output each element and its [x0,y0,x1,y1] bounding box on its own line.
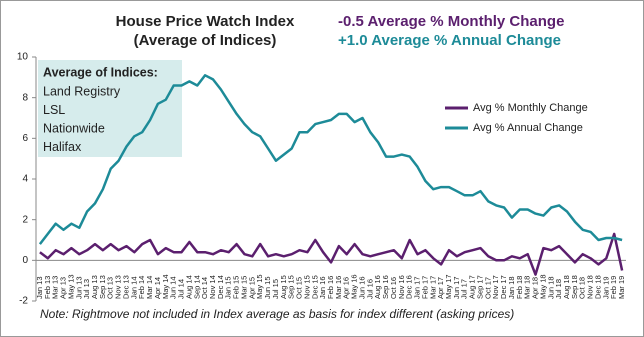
x-tick-label: Jul 17 [460,279,469,299]
chart-subtitle: (Average of Indices) [134,32,277,49]
x-tick-label: Nov 16 [397,275,406,299]
x-tick-label: Jan 17 [413,276,422,299]
x-tick-label: Oct 17 [483,277,492,299]
x-tick-label: Feb 15 [232,276,241,299]
x-tick-label: Jul 16 [365,279,374,299]
x-tick-label: Feb 17 [420,276,429,299]
x-tick-label: Mar 13 [51,276,60,299]
chart-title: House Price Watch Index [116,13,295,30]
x-tick-label: Feb 16 [326,276,335,299]
x-tick-label: Oct 16 [389,277,398,299]
series-line [38,74,623,245]
x-tick-label: Mar 16 [334,276,343,299]
x-tick-label: Nov 17 [491,275,500,299]
legend-label: Avg % Monthly Change [473,102,588,114]
x-tick-label: Dec 17 [499,275,508,299]
x-tick-label: Oct 18 [578,277,587,299]
x-tick-label: Dec 14 [216,275,225,299]
annotation: -0.5 Average % Monthly Change [338,13,564,30]
x-tick-label: Feb 18 [515,276,524,299]
x-tick-label: Jan 18 [507,276,516,299]
x-tick-label: Jun 13 [74,276,83,299]
x-tick-label: Oct 15 [295,277,304,299]
annotation: +1.0 Average % Annual Change [338,32,561,49]
y-tick-label: 10 [17,52,29,63]
x-tick-label: Sep 15 [287,275,296,299]
x-tick-label: Oct 14 [200,277,209,299]
x-tick-label: Aug 14 [184,275,193,299]
note: Note: Rightmove not included in Index av… [40,307,514,321]
y-tick-label: 4 [22,174,28,185]
x-tick-label: May 15 [255,274,264,299]
x-tick-label: Feb 13 [43,276,52,299]
box-title: Average of Indices: [43,65,158,79]
y-tick-label: 6 [22,133,28,144]
y-tick-label: 0 [22,255,28,266]
x-tick-label: Dec 15 [310,275,319,299]
box-item: Nationwide [43,121,105,135]
x-tick-label: Mar 15 [239,276,248,299]
x-tick-label: Sep 17 [475,275,484,299]
x-tick-label: Jul 18 [554,279,563,299]
x-tick-label: Apr 18 [531,277,540,299]
y-tick-label: 2 [22,214,28,225]
x-tick-label: Mar 14 [145,276,154,299]
x-tick-label: Jan 15 [224,276,233,299]
x-tick-label: Aug 15 [279,275,288,299]
x-tick-label: Dec 18 [593,275,602,299]
x-tick-label: Jun 18 [546,276,555,299]
x-tick-label: Nov 14 [208,275,217,299]
x-tick-label: Feb 14 [137,276,146,299]
x-tick-label: Jan 16 [318,276,327,299]
x-tick-label: Jun 14 [169,276,178,299]
x-tick-label: Jan 13 [35,276,44,299]
x-tick-label: Nov 15 [302,275,311,299]
legend-label: Avg % Annual Change [473,122,583,134]
x-tick-label: May 16 [350,274,359,299]
x-tick-label: Aug 16 [373,275,382,299]
y-tick-label: -2 [19,296,28,307]
x-tick-label: Dec 13 [121,275,130,299]
x-tick-label: Jun 16 [357,276,366,299]
x-tick-label: Feb 19 [609,276,618,299]
x-tick-label: May 14 [161,274,170,299]
x-tick-label: May 17 [444,274,453,299]
x-tick-label: May 18 [538,274,547,299]
x-tick-label: Jul 13 [82,279,91,299]
x-tick-label: Nov 18 [586,275,595,299]
x-tick-label: Oct 13 [106,277,115,299]
box-item: Land Registry [43,84,121,98]
x-tick-label: Mar 17 [428,276,437,299]
y-tick-label: 8 [22,92,28,103]
x-tick-label: Sep 16 [381,275,390,299]
x-tick-label: Nov 13 [114,275,123,299]
series-line [39,232,624,276]
x-tick-label: Jan 19 [601,276,610,299]
x-tick-label: Jul 15 [271,279,280,299]
x-tick-label: Aug 17 [468,275,477,299]
x-tick-label: Mar 19 [617,276,626,299]
x-tick-label: Apr 13 [59,277,68,299]
box-item: LSL [43,103,65,117]
box-item: Halifax [43,140,82,154]
x-tick-label: Sep 13 [98,275,107,299]
x-tick-label: Jul 14 [177,279,186,299]
x-tick-label: Jun 17 [452,276,461,299]
x-tick-label: Apr 14 [153,277,162,299]
x-tick-label: Apr 15 [247,277,256,299]
x-tick-label: Apr 16 [342,277,351,299]
x-tick-label: May 13 [66,274,75,299]
x-tick-label: Jan 14 [129,276,138,299]
x-tick-label: Dec 16 [405,275,414,299]
x-tick-label: Aug 13 [90,275,99,299]
x-tick-label: Sep 18 [570,275,579,299]
x-tick-label: Aug 18 [562,275,571,299]
x-tick-label: Jun 15 [263,276,272,299]
x-tick-label: Apr 17 [436,277,445,299]
x-tick-label: Mar 18 [523,276,532,299]
indices-box [38,60,182,157]
x-tick-label: Sep 14 [192,275,201,299]
